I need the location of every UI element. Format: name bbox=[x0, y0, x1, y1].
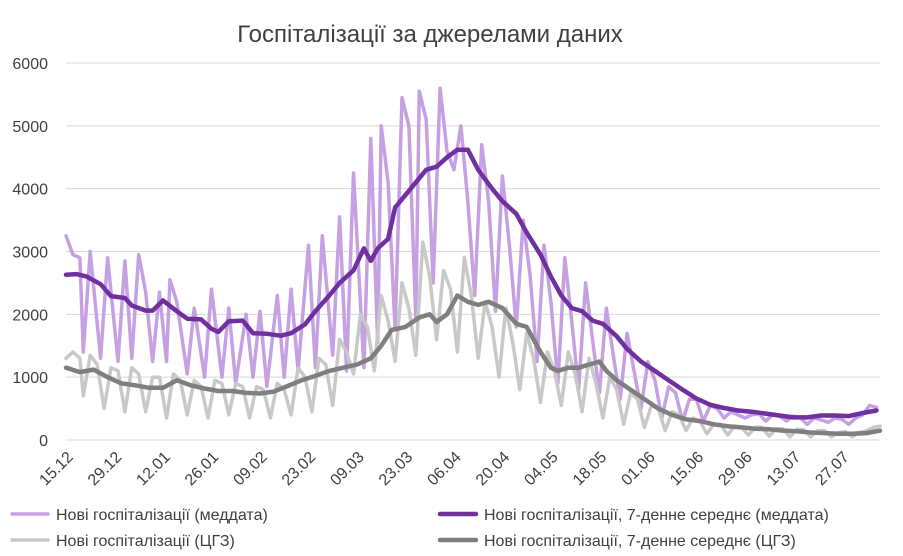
x-tick-label: 15.12 bbox=[36, 449, 76, 489]
y-tick-label: 3000 bbox=[12, 245, 48, 262]
x-tick-label: 09.02 bbox=[230, 449, 270, 489]
x-tick-label: 23.03 bbox=[376, 449, 416, 489]
series-line-2 bbox=[64, 240, 882, 439]
series-line-1 bbox=[63, 147, 879, 420]
x-tick-label: 29.12 bbox=[85, 449, 125, 489]
y-axis-ticks: 0 1000 2000 3000 4000 5000 6000 bbox=[12, 56, 48, 450]
gridlines bbox=[66, 62, 880, 378]
y-tick-label: 6000 bbox=[12, 56, 48, 73]
x-tick-label: 15.06 bbox=[667, 449, 707, 489]
legend-label: Нові госпіталізації (ЦГЗ) bbox=[56, 533, 235, 550]
legend-label: Нові госпіталізації (меддата) bbox=[56, 507, 268, 524]
x-tick-label: 13.07 bbox=[764, 449, 804, 489]
x-tick-label: 04.05 bbox=[521, 449, 561, 489]
x-tick-label: 01.06 bbox=[618, 449, 658, 489]
y-tick-label: 0 bbox=[39, 433, 48, 450]
y-tick-label: 2000 bbox=[12, 307, 48, 324]
x-tick-label: 20.04 bbox=[473, 449, 513, 489]
x-tick-label: 26.01 bbox=[182, 449, 222, 489]
legend: Нові госпіталізації (меддата) Нові госпіт… bbox=[10, 507, 829, 550]
x-tick-label: 23.02 bbox=[279, 449, 319, 489]
x-tick-label: 06.04 bbox=[424, 449, 464, 489]
x-tick-label: 18.05 bbox=[570, 449, 610, 489]
legend-label: Нові госпіталізації, 7-денне середнє (ме… bbox=[484, 507, 829, 524]
series-line-3 bbox=[63, 293, 883, 436]
x-axis-ticks: 15.12 29.12 12.01 26.01 09.02 23.02 09.03 23.03… bbox=[36, 449, 852, 489]
legend-label: Нові госпіталізації, 7-денне середнє (ЦГ… bbox=[484, 533, 796, 550]
y-tick-label: 1000 bbox=[12, 370, 48, 387]
series-lines bbox=[63, 86, 883, 439]
y-tick-label: 4000 bbox=[12, 182, 48, 199]
x-tick-label: 12.01 bbox=[133, 449, 173, 489]
chart-title: Госпіталізації за джерелами даних bbox=[237, 21, 623, 48]
x-tick-label: 27.07 bbox=[812, 449, 852, 489]
y-tick-label: 5000 bbox=[12, 119, 48, 136]
x-tick-label: 09.03 bbox=[327, 449, 367, 489]
series-line-0 bbox=[64, 86, 879, 427]
x-tick-label: 29.06 bbox=[715, 449, 755, 489]
